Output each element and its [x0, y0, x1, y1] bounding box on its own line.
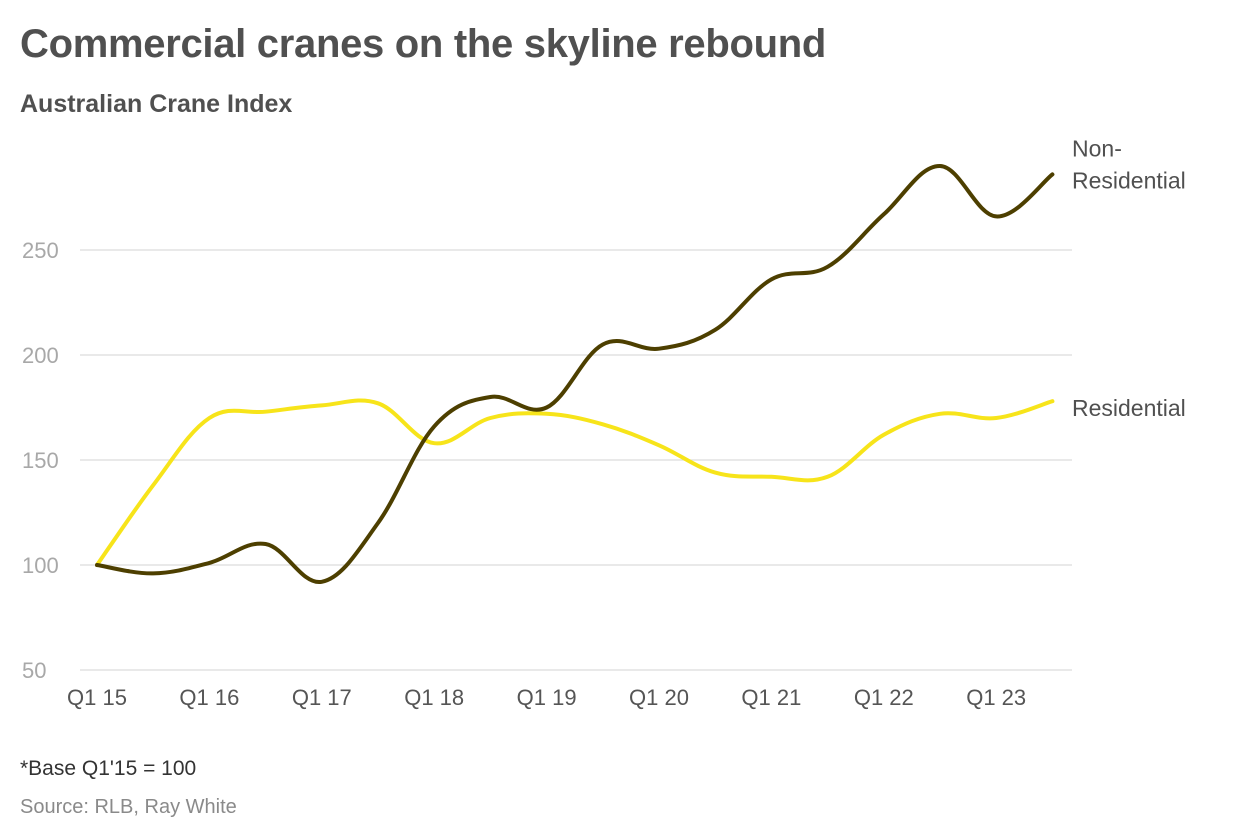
x-tick-label: Q1 21 [741, 685, 801, 710]
source-note: Source: RLB, Ray White [20, 796, 237, 818]
x-tick-label: Q1 22 [854, 685, 914, 710]
x-tick-label: Q1 19 [517, 685, 577, 710]
y-tick-label: 50 [22, 658, 46, 683]
residential-line [95, 398, 1055, 567]
residential-label: Residential [1072, 395, 1186, 421]
non-residential-line [95, 163, 1055, 584]
line-chart: 50 100 150 200 250 Q1 15 Q1 16 Q1 17 Q1 18 Q1 19 Q… [22, 135, 1186, 710]
non-residential-label: Non- [1072, 135, 1122, 161]
base-note: *Base Q1'15 = 100 [20, 757, 197, 780]
x-tick-label: Q1 20 [629, 685, 689, 710]
x-tick-label: Q1 15 [67, 685, 127, 710]
chart-subtitle: Australian Crane Index [20, 90, 293, 118]
y-tick-label: 100 [22, 553, 59, 578]
chart-title: Commercial cranes on the skyline rebound [20, 22, 827, 66]
non-residential-label: Residential [1072, 167, 1186, 193]
x-tick-label: Q1 18 [404, 685, 464, 710]
x-tick-label: Q1 17 [292, 685, 352, 710]
y-tick-label: 200 [22, 343, 59, 368]
x-tick-label: Q1 23 [966, 685, 1026, 710]
y-tick-label: 150 [22, 448, 59, 473]
y-tick-label: 250 [22, 238, 59, 263]
x-tick-label: Q1 16 [179, 685, 239, 710]
